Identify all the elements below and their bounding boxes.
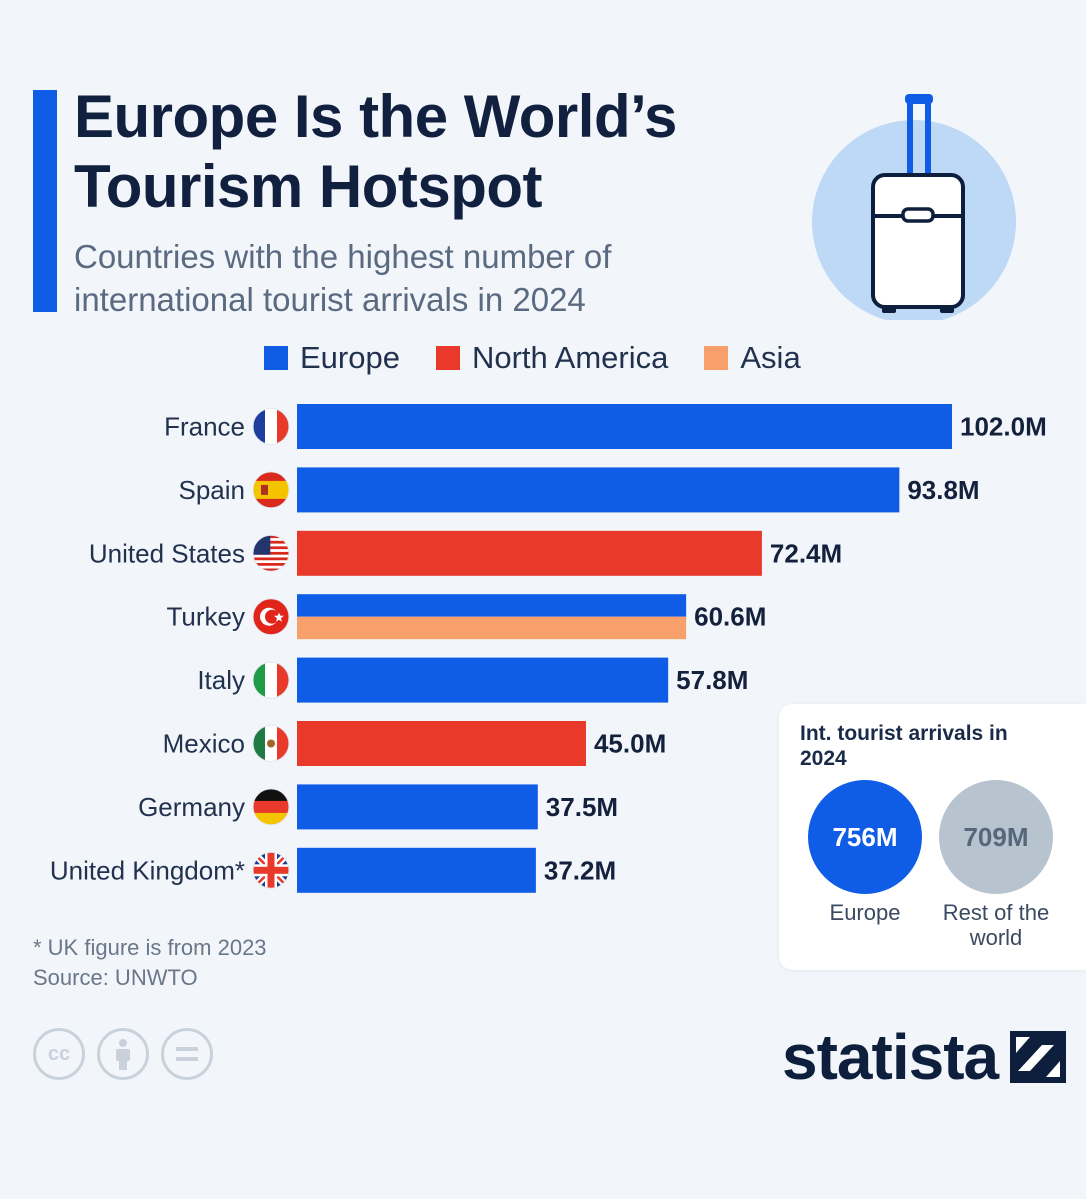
usa-flag-icon [252, 534, 290, 572]
callout-title: Int. tourist arrivals in 2024 [800, 722, 1008, 770]
legend-swatch-asia [704, 346, 729, 370]
germany-flag-icon [252, 788, 290, 826]
rest-of-world-total-label: Rest of the world [942, 900, 1050, 950]
bar-row-6: Germany 37.5M [138, 784, 618, 830]
category-label: France [164, 412, 245, 442]
no-derivatives-icon [161, 1028, 213, 1080]
summary-callout: Int. tourist arrivals in 2024 756M 709M … [779, 704, 1086, 970]
value-label: 45.0M [594, 729, 666, 759]
europe-total-label: Europe [829, 900, 901, 925]
turkey-flag-icon [252, 598, 290, 636]
creative-commons-icon: cc [33, 1028, 85, 1080]
page-title: Europe Is the World’s Tourism Hotspot [74, 83, 677, 220]
bar-row-4: Italy 57.8M [197, 657, 748, 703]
bar-europe [297, 467, 900, 513]
bar-row-5: Mexico 45.0M [163, 721, 666, 766]
value-label: 72.4M [770, 538, 842, 568]
statista-wordmark: statista [782, 1021, 999, 1093]
legend-label-asia: Asia [740, 340, 801, 375]
category-label: Turkey [167, 602, 246, 632]
value-label: 37.5M [546, 792, 618, 822]
category-label: Spain [179, 475, 246, 505]
spain-flag-icon [252, 471, 290, 509]
france-flag-icon [252, 408, 290, 445]
value-label: 60.6M [694, 602, 766, 632]
europe-total-bubble: 756M [808, 780, 922, 894]
chart-legend: Europe North America Asia [264, 340, 837, 376]
source-note: Source: UNWTO [33, 965, 198, 990]
bar-europe [297, 657, 669, 703]
page-subtitle: Countries with the highest number of int… [74, 238, 612, 318]
category-label: Germany [138, 792, 245, 822]
license-icons: cc [33, 1028, 225, 1080]
italy-flag-icon [252, 661, 290, 699]
uk-flag-icon [252, 851, 290, 889]
bar-chart: France 102.0M Spain 93.8M United States 72.4M… [50, 404, 1047, 893]
rest-of-world-total-bubble: 709M [939, 780, 1053, 894]
value-label: 102.0M [960, 412, 1047, 442]
bar-europe [297, 404, 952, 449]
bar-row-2: United States 72.4M [89, 530, 842, 576]
legend-item-europe: Europe [264, 340, 400, 376]
statista-logo: statista [782, 1020, 1067, 1094]
bar-north_america [297, 530, 762, 576]
legend-label-europe: Europe [300, 340, 400, 375]
legend-item-asia: Asia [704, 340, 801, 376]
bar-row-1: Spain 93.8M [179, 467, 980, 513]
category-label: Italy [197, 665, 245, 695]
bar-europe [297, 594, 687, 617]
value-label: 93.8M [907, 475, 979, 505]
mexico-flag-icon [252, 725, 290, 762]
legend-label-north-america: North America [471, 340, 669, 375]
category-label: Mexico [163, 729, 245, 759]
legend-swatch-north-america [435, 346, 460, 370]
bar-north_america [297, 721, 586, 766]
title-accent-bar [33, 90, 57, 312]
bar-row-3: Turkey 60.6M [167, 594, 766, 640]
bar-row-7: United Kingdom* 37.2M [50, 847, 616, 893]
footnote: * UK figure is from 2023 [33, 935, 267, 960]
bar-europe [297, 847, 536, 893]
attribution-icon [97, 1028, 149, 1080]
category-label: United Kingdom* [50, 855, 245, 885]
category-label: United States [89, 538, 245, 568]
bar-asia [297, 616, 687, 640]
legend-item-north-america: North America [435, 340, 669, 376]
bar-europe [297, 784, 538, 830]
value-label: 57.8M [676, 665, 748, 695]
value-label: 37.2M [544, 855, 616, 885]
legend-swatch-europe [264, 346, 288, 370]
suitcase-icon [812, 94, 1016, 320]
bar-row-0: France 102.0M [164, 404, 1047, 449]
statista-mark-icon [1010, 1031, 1067, 1083]
